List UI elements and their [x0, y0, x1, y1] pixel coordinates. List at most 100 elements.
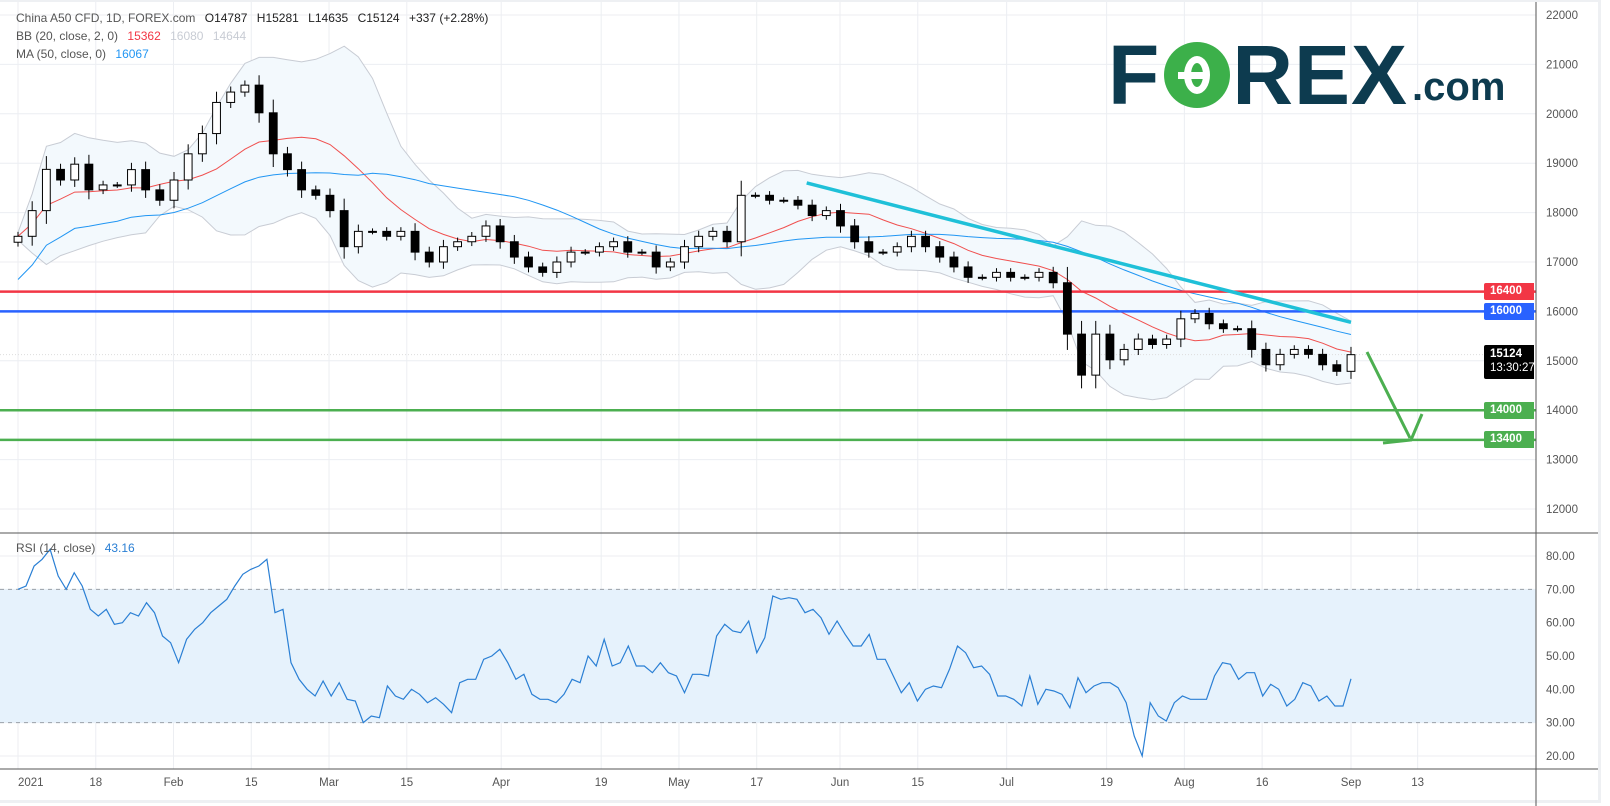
candle-body — [410, 230, 420, 253]
time-axis-tick: 2021 — [18, 777, 44, 789]
candle — [1176, 310, 1186, 348]
candle-body — [509, 241, 519, 258]
price-axis-tick: 15000 — [1546, 356, 1578, 368]
candle — [524, 251, 533, 273]
candle — [240, 80, 250, 97]
candle-body — [268, 112, 278, 155]
bar-countdown: 13:30:27 — [1490, 361, 1535, 374]
time-axis-tick: Mar — [319, 777, 339, 789]
candle — [1204, 307, 1214, 330]
candle-body — [963, 266, 973, 278]
candle-body — [680, 246, 689, 263]
candle — [821, 206, 831, 220]
ohlc-open: O14787 — [204, 11, 248, 25]
time-axis-tick: 19 — [595, 777, 608, 789]
candle-body — [1034, 271, 1044, 278]
ma-label: MA (50, close, 0) — [16, 47, 107, 61]
candle — [41, 156, 51, 224]
candle — [127, 162, 136, 192]
candle — [1275, 348, 1285, 371]
candle — [949, 251, 959, 273]
price-axis-tick: 21000 — [1546, 59, 1578, 71]
candle-body — [169, 179, 179, 201]
candle — [637, 249, 647, 256]
candle — [694, 230, 704, 253]
candle-body — [1006, 271, 1016, 278]
candle — [736, 180, 746, 257]
time-axis-tick: 15 — [400, 777, 413, 789]
rsi-axis-tick: 30.00 — [1546, 718, 1575, 730]
forex-logo: F REX .com — [1108, 33, 1505, 117]
candle-body — [141, 169, 151, 191]
candle — [595, 242, 604, 257]
price-tag-14000: 14000 — [1484, 401, 1534, 419]
candle-body — [850, 225, 860, 243]
candle — [609, 237, 618, 251]
rsi-legend: RSI (14, close) 43.16 — [16, 541, 141, 555]
candle-body — [1091, 333, 1101, 376]
candle — [325, 188, 335, 218]
candle — [1261, 342, 1271, 372]
price-axis-tick: 19000 — [1546, 158, 1578, 170]
candle-body — [27, 210, 37, 237]
candle-body — [453, 241, 463, 248]
candle-body — [1105, 333, 1115, 361]
candle — [1190, 309, 1200, 324]
trendline-group — [806, 181, 1352, 324]
candle — [382, 227, 392, 241]
candle — [70, 157, 80, 187]
price-axis-tick: 16000 — [1546, 306, 1578, 318]
price-tag-13400: 13400 — [1484, 431, 1534, 449]
ohlc-high: H15281 — [256, 11, 299, 25]
candle-body — [481, 225, 491, 237]
horizontal-levels — [0, 290, 1536, 442]
candle — [779, 197, 789, 204]
bollinger-lower-line — [17, 205, 1352, 401]
candle — [197, 125, 207, 162]
bollinger-fill — [18, 46, 1351, 400]
rsi-pane — [0, 548, 1536, 759]
candle-body — [836, 210, 845, 227]
candle — [84, 154, 94, 200]
candle-body — [906, 235, 916, 248]
price-axis-tick: 12000 — [1546, 504, 1578, 516]
candle — [268, 99, 278, 168]
candle-body — [1275, 353, 1285, 366]
candle-body — [183, 153, 193, 181]
candle-body — [921, 235, 930, 248]
price-axis-tick: 18000 — [1546, 208, 1578, 220]
rsi-axis-tick: 80.00 — [1546, 551, 1575, 563]
time-axis-tick: Apr — [492, 777, 510, 789]
time-axis-tick: 15 — [911, 777, 924, 789]
candle-body — [439, 246, 448, 263]
candle — [1119, 343, 1129, 366]
candle-body — [821, 210, 831, 217]
candle-body — [1261, 348, 1271, 366]
ohlc-close: C15124 — [357, 11, 400, 25]
rsi-axis-tick: 70.00 — [1546, 584, 1575, 596]
candle — [98, 180, 108, 195]
candle — [864, 236, 874, 258]
candle — [467, 231, 477, 247]
time-axis-tick: Jul — [999, 777, 1014, 789]
candle — [1346, 346, 1356, 379]
candle — [495, 219, 505, 249]
candle-body — [226, 91, 236, 103]
candle-body — [977, 276, 987, 279]
candle-body — [1318, 353, 1328, 366]
candle — [212, 91, 221, 145]
candle-body — [949, 256, 959, 268]
candle — [311, 185, 321, 200]
candle — [921, 230, 930, 253]
candle — [708, 227, 718, 241]
rsi-axis-tick: 60.00 — [1546, 618, 1575, 630]
candle-body — [240, 84, 250, 93]
candle-body — [1077, 333, 1086, 376]
candle — [552, 256, 562, 278]
candle — [183, 144, 193, 190]
candle — [1148, 334, 1157, 349]
candle — [297, 161, 307, 198]
candle — [793, 196, 803, 210]
